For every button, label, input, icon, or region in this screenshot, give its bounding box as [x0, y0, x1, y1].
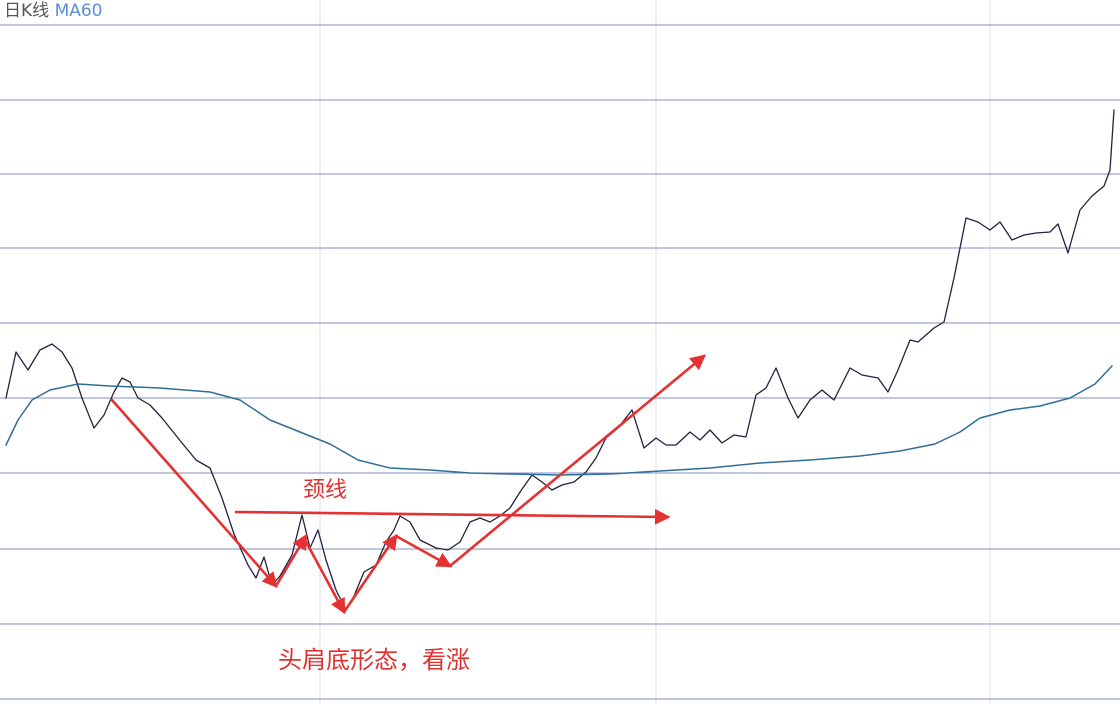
- chart-header: 日K线 MA60: [4, 0, 103, 22]
- arrow-neckline: [234, 509, 671, 525]
- pattern-label: 头肩底形态，看涨: [278, 646, 470, 674]
- arrow-head-up: [342, 533, 398, 614]
- neckline-label: 颈线: [303, 478, 348, 503]
- price-line: [5, 109, 1115, 611]
- arrow-breakout: [448, 354, 707, 568]
- header-prefix: 日K线: [4, 1, 50, 21]
- header-indicator: MA60: [54, 1, 103, 21]
- arrow-head-down: [302, 536, 346, 615]
- arrow-left-shoulder-down: [110, 398, 278, 588]
- arrow-right-shoulder-down: [394, 534, 453, 568]
- vertical-grid: [319, 0, 991, 704]
- annotation-arrows: [110, 354, 707, 615]
- series-layer: [5, 109, 1115, 611]
- arrow-left-shoulder-up: [274, 533, 308, 588]
- horizontal-grid: [0, 24, 1120, 700]
- moving-average-line: [5, 365, 1113, 476]
